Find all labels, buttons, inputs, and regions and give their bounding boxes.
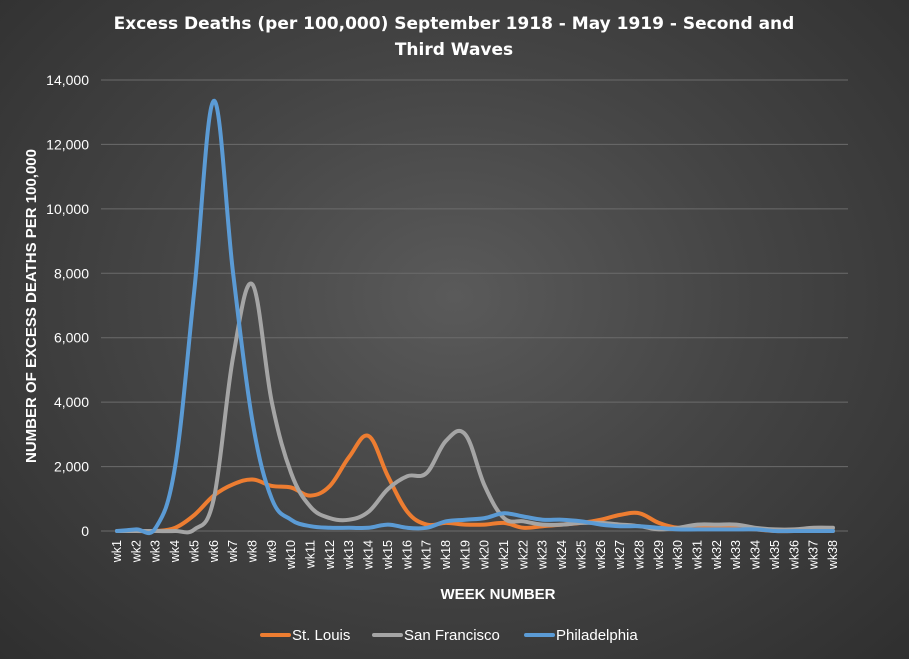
x-tick-label: wk25 [574,540,588,570]
legend: St. Louis San Francisco Philadelphia [260,627,638,644]
x-tick-label: wk13 [342,540,356,570]
y-tick-label: 4,000 [54,394,89,410]
x-tick-label: wk23 [536,540,550,570]
y-tick-label: 8,000 [54,265,89,281]
x-tick-label: wk12 [323,540,337,570]
x-tick-label: wk15 [381,540,395,570]
x-tick-label: wk32 [710,540,724,570]
x-tick-label: wk31 [691,540,705,570]
legend-label: St. Louis [292,627,350,644]
x-tick-label: wk14 [362,540,376,570]
y-tick-label: 0 [81,523,89,539]
x-tick-label: wk22 [516,540,530,570]
x-tick-label: wk11 [304,540,318,569]
series-lines [115,98,835,536]
x-tick-label: wk38 [826,540,840,570]
x-tick-label: wk19 [458,540,472,570]
x-tick-label: wk26 [594,540,608,570]
x-tick-label: wk10 [284,540,298,570]
x-tick-label: wk20 [478,540,492,570]
x-tick-label: wk37 [807,540,821,570]
y-tick-label: 12,000 [46,136,89,152]
x-tick-label: wk9 [265,540,279,563]
x-tick-label: wk24 [555,540,569,570]
x-tick-label: wk29 [652,540,666,570]
legend-label: San Francisco [404,627,500,644]
y-tick-label: 14,000 [46,72,89,88]
x-tick-label: wk34 [749,540,763,570]
x-tick-label: wk6 [207,540,221,563]
x-tick-label: wk8 [245,540,259,563]
gridlines [101,79,848,532]
y-tick-label: 10,000 [46,201,89,217]
x-axis-ticks: wk1 wk2 wk3 wk4 wk5 wk6 wk7 wk8 wk9 wk10 wk11 wk12 w… [110,540,840,570]
x-tick-label: wk28 [632,540,646,570]
x-tick-label: wk16 [400,540,414,570]
x-tick-label: wk27 [613,540,627,570]
x-tick-label: wk5 [187,540,201,563]
series-line-st-louis [115,433,835,534]
y-tick-label: 2,000 [54,459,89,475]
x-tick-label: wk4 [168,540,182,563]
chart-title-line1: Excess Deaths (per 100,000) September 19… [114,14,795,34]
x-tick-label: wk7 [226,540,240,563]
y-tick-label: 6,000 [54,330,89,346]
x-axis-label: WEEK NUMBER [441,586,556,603]
legend-label: Philadelphia [556,627,638,644]
series-line-philadelphia [115,98,835,536]
x-tick-label: wk33 [729,540,743,570]
x-tick-label: wk1 [110,540,124,563]
x-tick-label: wk21 [497,540,511,570]
y-axis-ticks: 0 2,000 4,000 6,000 8,000 10,000 12,000 14,000 [46,72,89,539]
x-tick-label: wk3 [149,540,163,563]
x-tick-label: wk35 [768,540,782,570]
x-tick-label: wk30 [671,540,685,570]
series-line-san-francisco [115,281,835,535]
x-tick-label: wk18 [439,540,453,570]
x-tick-label: wk2 [129,540,143,563]
chart-title-line2: Third Waves [395,40,513,60]
x-tick-label: wk36 [787,540,801,570]
x-tick-label: wk17 [420,540,434,570]
y-axis-label: NUMBER OF EXCESS DEATHS PER 100,000 [23,149,40,463]
